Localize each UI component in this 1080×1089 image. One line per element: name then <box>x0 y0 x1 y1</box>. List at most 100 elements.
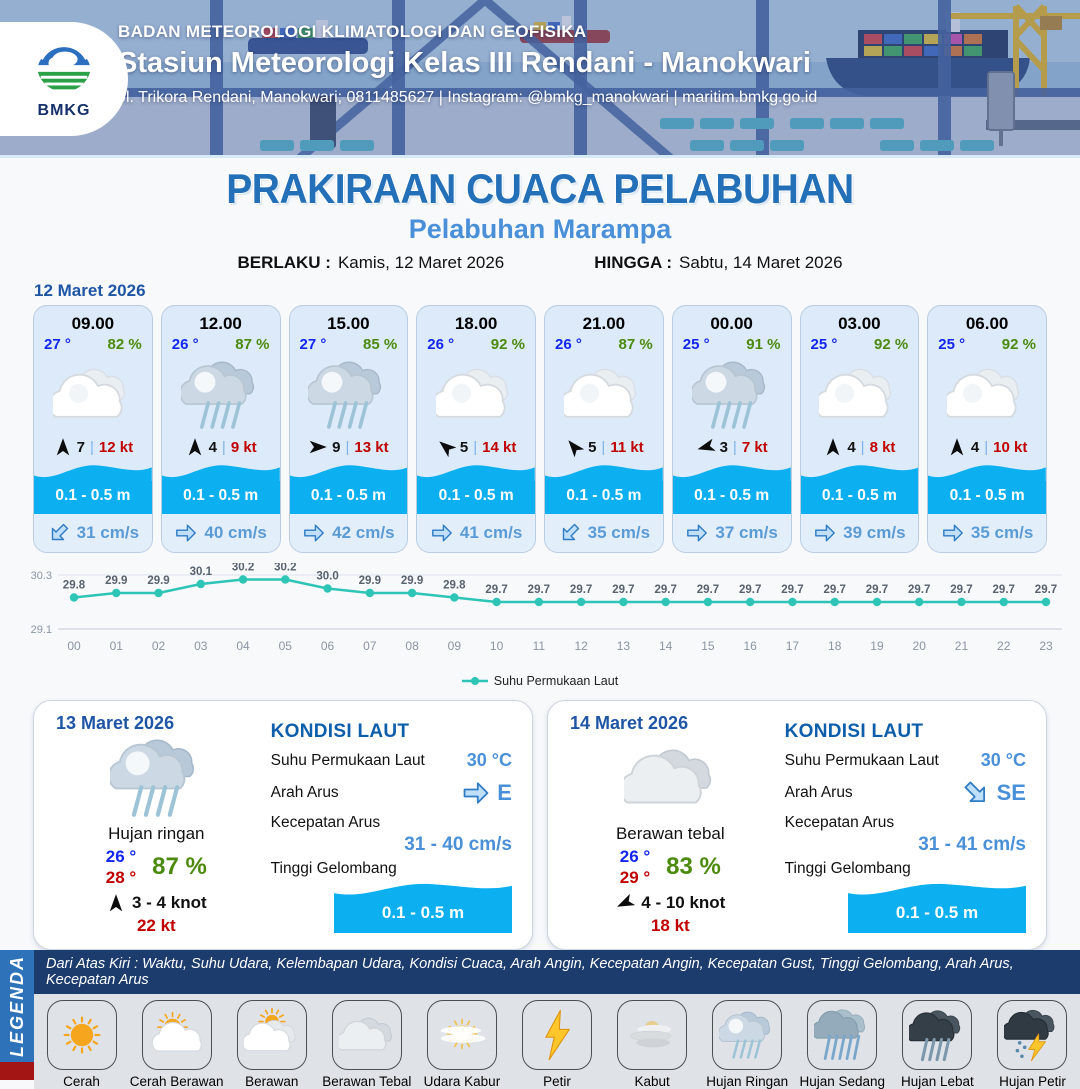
svg-text:21: 21 <box>955 639 969 653</box>
legend-item-hujan-petir: Hujan Petir <box>985 1000 1080 1089</box>
berawan-icon <box>436 368 509 418</box>
wind-row: 3 | 7 kt <box>673 437 791 457</box>
legend-item-label: Hujan Sedang <box>799 1074 886 1089</box>
sst-label: Suhu Permukaan Laut <box>270 751 425 769</box>
daily-temp-max: 29 ° <box>619 868 651 888</box>
legend-item-cerah: Cerah <box>34 1000 129 1089</box>
svg-text:22: 22 <box>997 639 1011 653</box>
legend-strip: LEGENDA <box>0 950 34 1080</box>
separator: | <box>473 438 478 456</box>
wind-direction-arrow-icon <box>568 440 585 457</box>
kabut-icon <box>630 1021 672 1048</box>
current-direction-arrow-icon <box>304 524 325 542</box>
separator: | <box>732 438 737 456</box>
wind-row: 9 | 13 kt <box>290 437 408 457</box>
berlaku-value: Kamis, 12 Maret 2026 <box>337 253 505 272</box>
svg-text:29.7: 29.7 <box>654 584 676 596</box>
berawan-icon <box>563 368 636 418</box>
svg-text:13: 13 <box>617 639 631 653</box>
wind-row: 7 | 12 kt <box>34 437 152 457</box>
wind-direction-arrow-icon <box>109 893 123 911</box>
svg-text:29.7: 29.7 <box>485 584 507 596</box>
separator: | <box>984 438 989 456</box>
svg-text:29.8: 29.8 <box>63 580 86 592</box>
berlaku-label: BERLAKU : <box>237 253 331 272</box>
wave-height-badge: 0.1 - 0.5 m <box>333 880 512 934</box>
forecast-card-06.00: 06.00 25 ° 92 % 4 | 10 kt 0.1 - 0.5 m 35… <box>927 305 1047 553</box>
legend-icon-box <box>331 1000 402 1070</box>
sst-line-chart: 30.3 29.1 29.8 00 29.9 01 29.9 02 30.1 03 30.2 04 30… <box>31 562 1062 653</box>
wave-height-badge: 0.1 - 0.5 m <box>847 880 1026 934</box>
humidity: 85 % <box>363 336 398 353</box>
wind-speed: 7 <box>76 438 85 456</box>
wind-row: 4 | 10 kt <box>928 437 1046 457</box>
current-row: 41 cm/s <box>417 514 535 552</box>
weather-icon-wrap <box>417 353 535 437</box>
forecast-card-00.00: 00.00 25 ° 91 % 3 | 7 kt 0.1 - 0.5 m 37 … <box>671 305 792 553</box>
svg-text:09: 09 <box>448 639 462 653</box>
forecast-time: 18.00 <box>454 314 498 333</box>
forecast-card-03.00: 03.00 25 ° 92 % 4 | 8 kt 0.1 - 0.5 m 39 … <box>799 305 920 553</box>
air-temperature: 26 ° <box>555 336 582 353</box>
daily-date: 14 Maret 2026 <box>570 713 689 733</box>
current-speed: 42 cm/s <box>332 523 395 542</box>
forecast-card-09.00: 09.00 27 ° 82 % 7 | 12 kt 0.1 - 0.5 m 31… <box>33 305 153 553</box>
bmkg-logo-text: BMKG <box>37 102 91 119</box>
forecast-time: 15.00 <box>327 314 370 333</box>
svg-text:29.7: 29.7 <box>739 584 761 596</box>
tinggi-gelombang-label: Tinggi Gelombang <box>784 860 911 877</box>
current-row: 37 cm/s <box>672 514 791 552</box>
current-row: 31 cm/s <box>34 514 152 552</box>
svg-text:29.8: 29.8 <box>443 580 466 592</box>
current-speed: 41 cm/s <box>459 523 523 542</box>
svg-text:29.7: 29.7 <box>1035 584 1057 596</box>
wind-row: 5 | 14 kt <box>417 437 535 457</box>
daily-gust: 18 kt <box>650 915 690 935</box>
forecast-time: 06.00 <box>965 314 1009 333</box>
daily-condition: Berawan tebal <box>615 824 725 843</box>
wind-direction-arrow-icon <box>56 438 69 456</box>
wave-crest-icon <box>672 465 791 481</box>
separator: | <box>221 438 226 456</box>
svg-text:30.1: 30.1 <box>190 566 213 578</box>
air-temperature: 25 ° <box>682 336 710 353</box>
legend-icon-box <box>426 1000 497 1070</box>
svg-text:00: 00 <box>67 639 81 653</box>
ship-icon <box>248 20 368 54</box>
gust-speed: 14 kt <box>482 438 517 456</box>
daily-wind-range: 4 - 10 knot <box>641 892 726 912</box>
arah-arus-value: E <box>461 778 512 808</box>
kecepatan-arus-value: 31 - 40 cm/s <box>404 834 512 855</box>
forecast-card-18.00: 18.00 26 ° 92 % 5 | 14 kt 0.1 - 0.5 m 41… <box>416 305 536 553</box>
berawan-tebal-icon <box>338 1017 392 1051</box>
wave-crest-icon <box>289 465 408 481</box>
air-temperature: 26 ° <box>427 336 455 353</box>
wave-crest-icon <box>928 465 1046 481</box>
wind-row: 4 | 9 kt <box>162 437 280 457</box>
ship-icon <box>520 16 610 43</box>
svg-text:29.7: 29.7 <box>824 584 846 596</box>
berawan-icon <box>52 368 125 418</box>
svg-text:17: 17 <box>786 639 800 653</box>
svg-text:14: 14 <box>659 639 673 653</box>
current-speed: 37 cm/s <box>715 523 778 542</box>
hingga-value: Sabtu, 14 Maret 2026 <box>679 253 843 272</box>
wave-crest-icon <box>847 883 1026 898</box>
daily-wind-row: 3 - 4 knot <box>56 893 257 913</box>
wind-speed: 5 <box>588 438 597 456</box>
legend-icon-box <box>141 1000 212 1070</box>
wind-speed: 4 <box>847 438 856 456</box>
legend-item-hujan-sedang: Hujan Sedang <box>795 1000 890 1089</box>
wind-row: 4 | 8 kt <box>801 437 919 457</box>
svg-text:07: 07 <box>363 639 377 653</box>
svg-text:29.9: 29.9 <box>105 575 127 587</box>
wave-crest-icon <box>161 465 280 481</box>
svg-text:02: 02 <box>152 639 166 653</box>
svg-text:03: 03 <box>194 639 208 653</box>
wave-crest-icon <box>800 465 919 481</box>
weather-icon-wrap <box>162 353 280 437</box>
forecast-time: 09.00 <box>71 314 115 333</box>
wave-height: 0.1 - 0.5 m <box>672 481 791 514</box>
gust-speed: 9 kt <box>230 438 257 456</box>
legend-item-label: Cerah Berawan <box>129 1074 224 1089</box>
